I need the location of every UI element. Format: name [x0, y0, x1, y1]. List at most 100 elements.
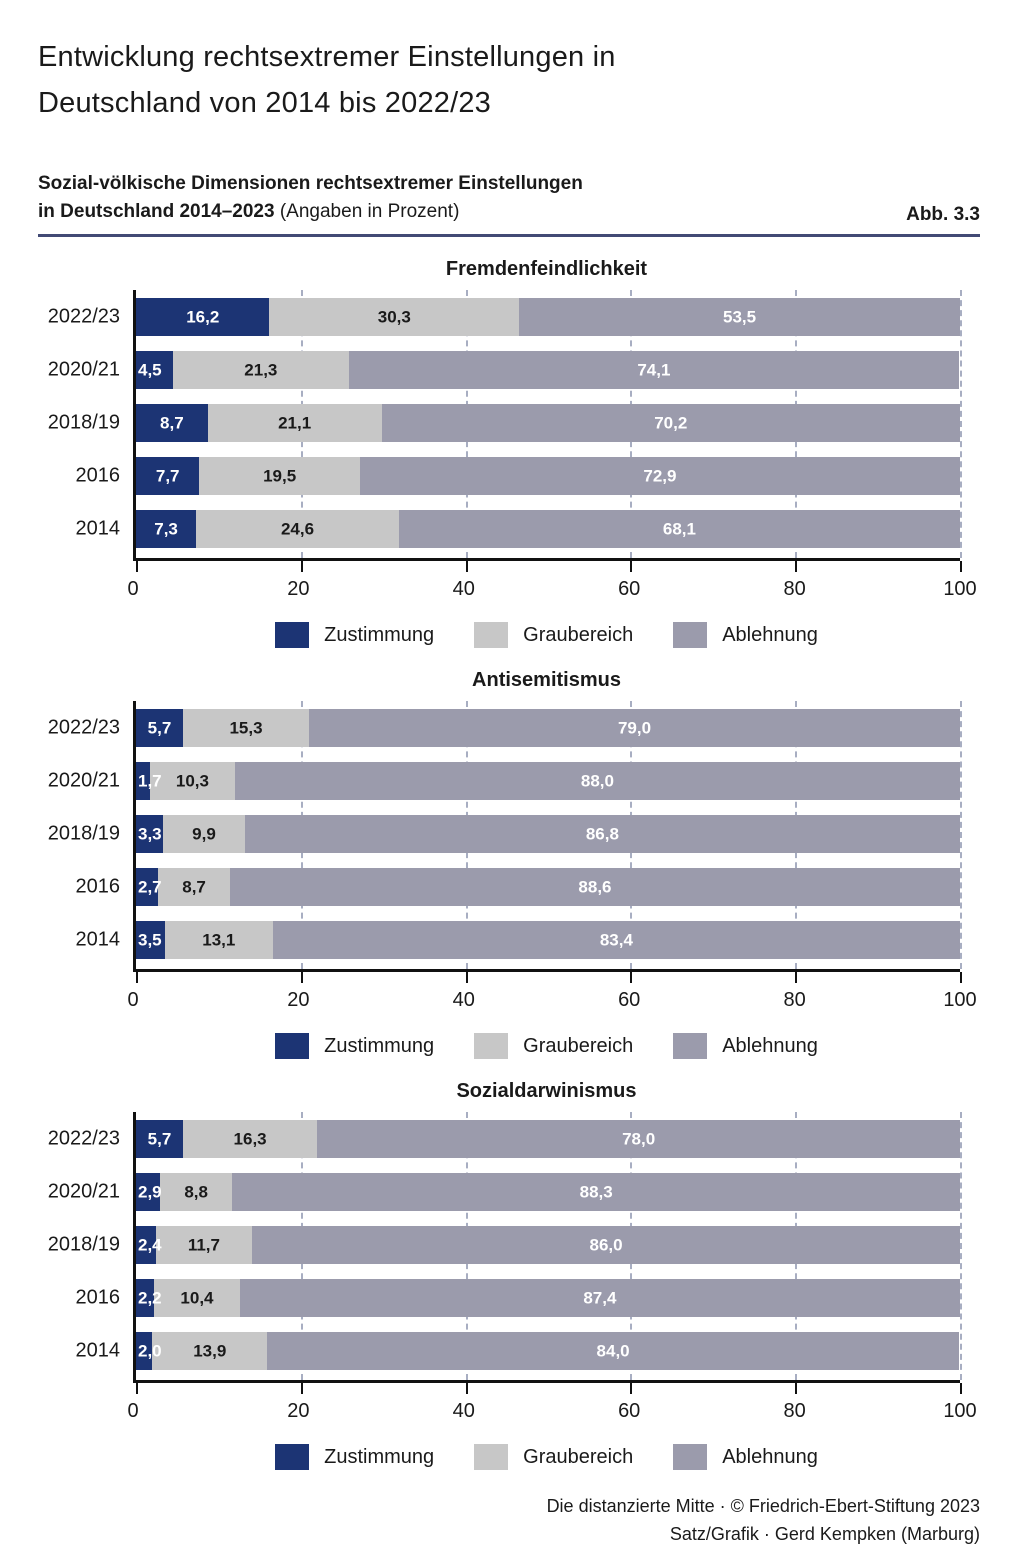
bar-segment-graubereich: 13,1	[164, 921, 273, 959]
bar-row: 2020/21 1,7 10,3 88,0	[48, 762, 960, 800]
axis-tick-label: 100	[943, 989, 977, 1011]
bar-segment-graubereich: 21,1	[207, 404, 382, 442]
legend-label: Ablehnung	[722, 1034, 818, 1057]
bar-value-label: 7,7	[155, 466, 180, 486]
bar-value-label: 68,1	[662, 519, 696, 539]
bar-segment-ablehnung: 74,1	[348, 351, 960, 389]
bar-row: 2020/21 4,5 21,3 74,1	[48, 351, 960, 389]
axis-tick	[300, 561, 303, 572]
bar-row: 2020/21 2,9 8,8 88,3	[48, 1173, 960, 1211]
bar-segment-graubereich: 15,3	[182, 709, 310, 747]
axis-tick	[960, 561, 962, 572]
bar-segment-graubereich: 24,6	[196, 510, 399, 548]
bar-segment-graubereich: 30,3	[269, 298, 520, 336]
charts-container: Fremdenfeindlichkeit 2022/23 16,2 30,3 53,5 2…	[38, 257, 980, 1470]
bar-value-label: 5,7	[147, 1129, 172, 1149]
bar-segment-graubereich: 10,3	[150, 762, 235, 800]
bar-segment-graubereich: 10,4	[154, 1279, 240, 1317]
chart-title: Antisemitismus	[472, 669, 621, 691]
legend-label: Zustimmung	[324, 1445, 435, 1468]
legend-swatch	[275, 622, 310, 648]
bar-segment-ablehnung: 72,9	[359, 457, 960, 495]
axis-tick	[136, 972, 138, 983]
bar-value-label: 2,4	[138, 1235, 162, 1255]
year-label: 2014	[75, 1339, 121, 1362]
legend-label: Zustimmung	[324, 1034, 435, 1057]
legend: Zustimmung Graubereich Ablehnung	[133, 622, 960, 648]
axis-tick	[795, 972, 798, 983]
chart-fremdenfeindlichkeit: Fremdenfeindlichkeit 2022/23 16,2 30,3 53,5 2…	[38, 257, 980, 648]
bar-segment-ablehnung: 86,0	[252, 1226, 960, 1264]
year-label: 2018/19	[47, 1233, 120, 1256]
axis-tick	[960, 972, 962, 983]
bar-segment-ablehnung: 68,1	[398, 510, 960, 548]
chart-title: Fremdenfeindlichkeit	[445, 258, 648, 280]
bar-value-label: 16,3	[233, 1129, 267, 1149]
bar-row: 2022/23 5,7 15,3 79,0	[48, 709, 960, 747]
page-title-line2: Deutschland von 2014 bis 2022/23	[38, 87, 492, 119]
gridline	[960, 701, 962, 969]
axis-tick-label: 40	[452, 1400, 475, 1422]
year-label: 2020/21	[47, 358, 120, 381]
bar-value-label: 4,5	[138, 360, 162, 380]
axis-tick	[465, 1383, 468, 1394]
bar-value-label: 3,5	[138, 930, 162, 950]
bar-segment-zustimmung: 16,2	[136, 298, 270, 336]
gridline	[960, 1112, 962, 1380]
bar-value-label: 3,3	[138, 824, 162, 844]
year-label: 2022/23	[47, 716, 120, 739]
bar-segment-graubereich: 9,9	[163, 815, 245, 853]
bar-segment-ablehnung: 88,0	[234, 762, 960, 800]
bar-value-label: 88,3	[579, 1182, 613, 1202]
axis-tick	[630, 1383, 633, 1394]
axis-tick-label: 100	[943, 578, 977, 600]
bar-value-label: 2,2	[138, 1288, 162, 1308]
year-label: 2016	[75, 1286, 121, 1309]
x-axis-labels: 0 20 40 60 80 100	[127, 989, 976, 1013]
footer-credits: Die distanzierte Mitte · © Friedrich-Ebe…	[38, 1492, 980, 1548]
bar-segment-zustimmung: 2,0	[136, 1332, 162, 1370]
bar-value-label: 24,6	[280, 519, 315, 539]
bar-value-label: 88,6	[578, 877, 612, 897]
bar-value-label: 5,7	[147, 718, 172, 738]
bar-segment-zustimmung: 8,7	[136, 404, 208, 442]
bar-segment-ablehnung: 53,5	[519, 298, 960, 336]
bar-value-label: 83,4	[599, 930, 633, 950]
bar-value-label: 21,1	[278, 413, 312, 433]
bar-value-label: 79,0	[617, 718, 652, 738]
year-label: 2014	[75, 517, 121, 540]
axis-tick	[465, 561, 468, 572]
bar-segment-zustimmung: 2,2	[136, 1279, 162, 1317]
bar-value-label: 88,0	[580, 771, 614, 791]
axis-tick	[630, 561, 633, 572]
chart-sozialdarwinismus: Sozialdarwinismus 2022/23 5,7 16,3 78,0 2020/…	[38, 1079, 980, 1470]
axis-tick-label: 80	[783, 989, 806, 1011]
bar-segment-graubereich: 13,9	[152, 1332, 267, 1370]
bar-row: 2018/19 8,7 21,1 70,2	[48, 404, 960, 442]
bar-segment-zustimmung: 2,4	[136, 1226, 162, 1264]
axis-tick-label: 20	[287, 578, 310, 600]
bar-segment-zustimmung: 5,7	[136, 1120, 183, 1158]
bar-row: 2014 3,5 13,1 83,4	[76, 921, 960, 959]
plot-area: 2022/23 16,2 30,3 53,5 2020/21 4,5 21,3 74,1 201…	[48, 290, 962, 572]
footer-source: Die distanzierte Mitte · © Friedrich-Ebe…	[546, 1496, 980, 1516]
bar-segment-graubereich: 8,8	[159, 1173, 233, 1211]
year-label: 2018/19	[47, 411, 120, 434]
legend-swatch	[275, 1033, 310, 1059]
page-title-line1: Entwicklung rechtsextremer Einstellungen…	[38, 41, 616, 73]
axis-tick-label: 100	[943, 1400, 977, 1422]
legend: Zustimmung Graubereich Ablehnung	[133, 1444, 960, 1470]
bar-segment-graubereich: 11,7	[155, 1226, 253, 1264]
axis-tick	[960, 1383, 962, 1394]
bar-value-label: 7,3	[154, 519, 178, 539]
chart-subtitle-line2-bold: in Deutschland 2014–2023	[38, 201, 275, 222]
year-label: 2016	[75, 464, 121, 487]
x-axis-labels: 0 20 40 60 80 100	[127, 1400, 976, 1424]
bar-segment-ablehnung: 88,3	[232, 1173, 960, 1211]
x-axis-labels: 0 20 40 60 80 100	[127, 578, 976, 602]
year-label: 2022/23	[47, 305, 120, 328]
bar-value-label: 74,1	[637, 360, 671, 380]
bar-segment-graubereich: 19,5	[199, 457, 360, 495]
chart-antisemitismus: Antisemitismus 2022/23 5,7 15,3 79,0 2020/21 1…	[38, 668, 980, 1059]
